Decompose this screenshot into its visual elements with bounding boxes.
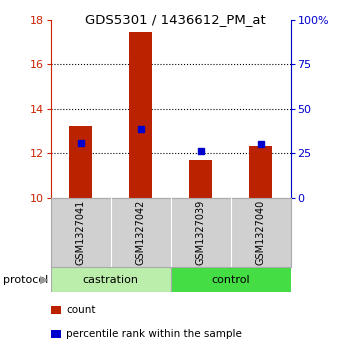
Text: GDS5301 / 1436612_PM_at: GDS5301 / 1436612_PM_at xyxy=(85,13,265,26)
Text: count: count xyxy=(66,305,96,315)
Text: protocol: protocol xyxy=(4,274,49,285)
Bar xyxy=(249,146,272,198)
Bar xyxy=(69,126,92,198)
Bar xyxy=(189,160,212,198)
Text: GSM1327041: GSM1327041 xyxy=(76,200,86,265)
Text: ▶: ▶ xyxy=(40,274,49,285)
Text: percentile rank within the sample: percentile rank within the sample xyxy=(66,329,242,339)
Bar xyxy=(51,267,171,292)
Text: GSM1327040: GSM1327040 xyxy=(256,200,266,265)
Text: GSM1327039: GSM1327039 xyxy=(196,200,205,265)
Text: control: control xyxy=(211,274,250,285)
Bar xyxy=(129,32,152,198)
Text: GSM1327042: GSM1327042 xyxy=(136,200,146,265)
Bar xyxy=(171,267,290,292)
Text: castration: castration xyxy=(83,274,139,285)
